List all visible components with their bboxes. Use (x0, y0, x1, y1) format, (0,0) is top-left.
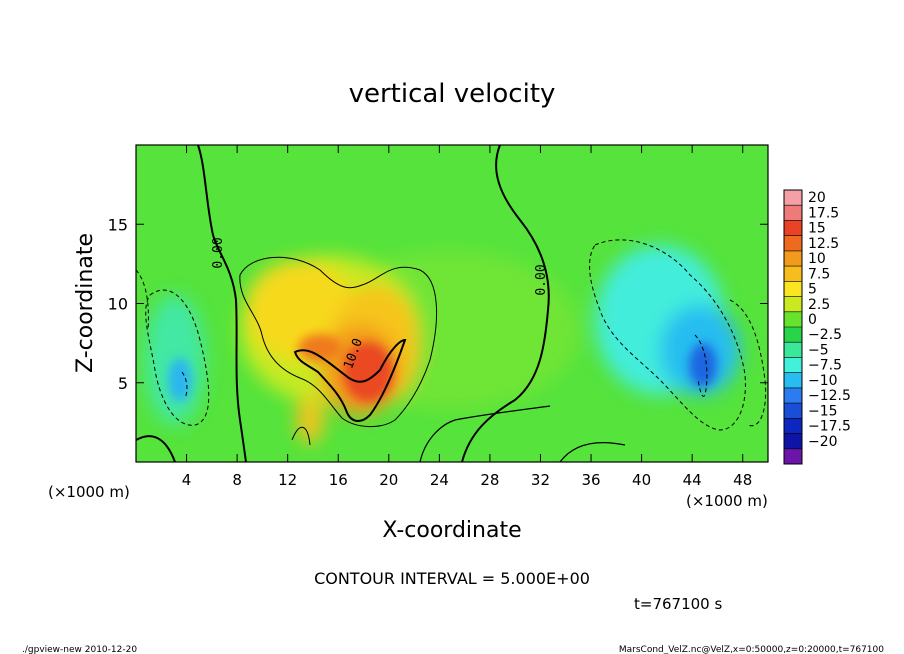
negative-contours (136, 239, 767, 431)
contour-interval-text: CONTOUR INTERVAL = 5.000E+00 (314, 569, 590, 588)
colorbar-label: 2.5 (808, 297, 830, 313)
colorbar-label: 5 (808, 282, 817, 298)
colorbar-swatch (784, 205, 802, 221)
colorbar-label: 7.5 (808, 266, 830, 282)
colorbar-swatch (784, 250, 802, 267)
colorbar-label: −15 (808, 403, 838, 419)
colorbar-swatch (784, 235, 802, 252)
footer-left: ./gpview-new 2010-12-20 (22, 645, 137, 654)
colorbar-label: 10 (808, 251, 826, 267)
x-unit-label-left: (×1000 m) (48, 483, 130, 501)
colorbar-label: −12.5 (808, 388, 851, 404)
x-unit-label-right: (×1000 m) (686, 492, 768, 510)
colorbar-swatch (784, 220, 802, 237)
x-tick-label: 20 (379, 471, 398, 489)
x-tick-label: 8 (232, 471, 242, 489)
colorbar-label: 20 (808, 190, 826, 206)
colorbar-swatch (784, 433, 802, 450)
colorbar-label: 15 (808, 221, 826, 237)
z-tick-label: 10 (108, 295, 128, 314)
colorbar-label: −20 (808, 434, 838, 450)
colorbar-swatch (784, 327, 802, 343)
colorbar-label: 17.5 (808, 205, 839, 221)
x-tick-label: 36 (581, 471, 600, 489)
colorbar-label: −10 (808, 373, 838, 389)
contour-label-right: 0.00 (534, 264, 549, 295)
z-axis-title: Z-coordinate (73, 233, 98, 373)
colorbar-swatch (784, 311, 802, 328)
x-tick-label: 12 (278, 471, 297, 489)
contour-lines (136, 145, 626, 462)
z-axis: 5 10 15 (108, 215, 768, 393)
x-tick-label: 24 (430, 471, 449, 489)
colorbar-swatch (784, 387, 802, 404)
z-tick-label: 15 (108, 215, 128, 234)
z-tick-label: 5 (118, 374, 128, 393)
x-tick-label: 48 (733, 471, 752, 489)
colorbar-swatch (784, 266, 802, 282)
contour-label-left: 0.00 (211, 237, 226, 268)
time-text: t=767100 s (634, 595, 722, 613)
x-axis-title: X-coordinate (382, 518, 521, 543)
colorbar-label: 12.5 (808, 236, 839, 252)
colorbar-swatch (784, 296, 802, 313)
colorbar-swatch (784, 418, 802, 435)
colorbar-label: −5 (808, 342, 829, 358)
colorbar-swatch (784, 190, 802, 206)
plot-area: 0.00 0.00 10.0 (136, 145, 768, 462)
colorbar: 2017.51512.5107.552.50−2.5−5−7.5−10−12.5… (783, 189, 851, 465)
colorbar-label: −17.5 (808, 419, 851, 435)
colorbar-label: −7.5 (808, 358, 842, 374)
x-tick-label: 44 (683, 471, 702, 489)
colorbar-label: 0 (808, 312, 817, 328)
x-axis: 4 8 12 16 20 24 28 32 36 40 44 48 (182, 145, 752, 489)
colorbar-swatch (784, 448, 802, 465)
colorbar-swatch (784, 372, 802, 389)
x-tick-label: 16 (329, 471, 348, 489)
colorbar-swatch (784, 342, 802, 358)
x-tick-label: 4 (182, 471, 192, 489)
colorbar-swatch (784, 403, 802, 419)
x-tick-label: 40 (632, 471, 651, 489)
x-tick-label: 28 (480, 471, 499, 489)
colorbar-swatch (784, 357, 802, 374)
footer-right: MarsCond_VelZ.nc@VelZ,x=0:50000,z=0:2000… (619, 645, 884, 654)
colorbar-swatch (784, 281, 802, 298)
colorbar-label: −2.5 (808, 327, 842, 343)
chart-title: vertical velocity (349, 79, 556, 109)
x-tick-label: 32 (531, 471, 550, 489)
